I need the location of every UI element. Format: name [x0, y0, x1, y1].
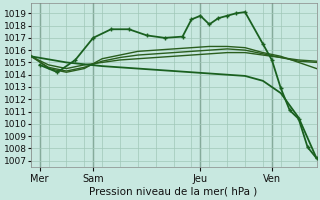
X-axis label: Pression niveau de la mer( hPa ): Pression niveau de la mer( hPa ) [90, 187, 258, 197]
